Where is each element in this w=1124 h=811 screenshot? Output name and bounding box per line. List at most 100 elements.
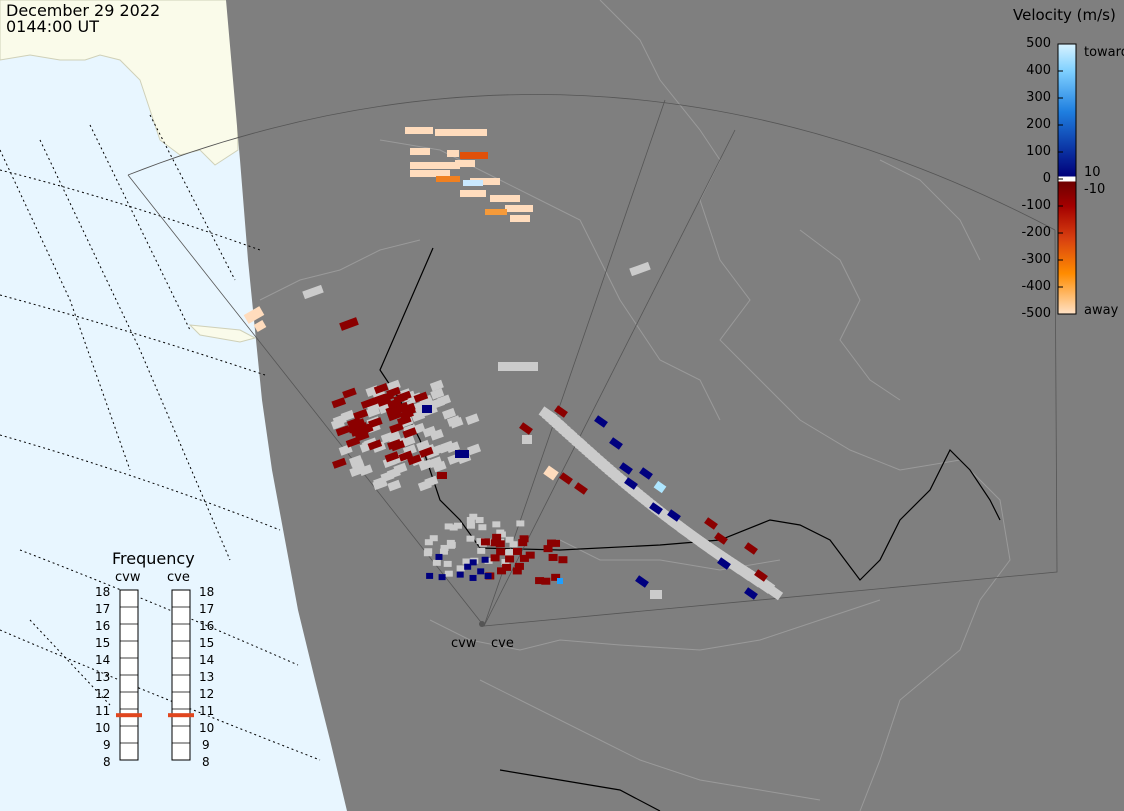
velocity-cell	[350, 418, 366, 430]
velocity-cell	[469, 559, 477, 566]
velocity-cell	[342, 387, 357, 399]
frequency-level-label: 14	[95, 653, 111, 667]
ground-scatter-cell	[466, 522, 475, 529]
ground-scatter-cell	[387, 479, 402, 492]
velocity-cell	[353, 409, 368, 421]
velocity-cell	[481, 556, 489, 563]
ground-scatter-cell	[442, 407, 457, 420]
velocity-cell	[551, 539, 561, 547]
colorbar-tick-label: -500	[1021, 306, 1051, 321]
colorbar-ticks	[1058, 43, 1063, 315]
velocity-cell	[639, 467, 653, 480]
radar-site-marker	[479, 621, 485, 627]
ground-scatter-cell	[465, 413, 480, 426]
velocity-cell	[514, 562, 524, 570]
velocity-cell	[422, 405, 432, 413]
graticule	[0, 114, 321, 761]
velocity-cell	[401, 402, 416, 414]
velocity-cell	[436, 176, 460, 182]
velocity-cells	[243, 127, 768, 600]
velocity-cell	[490, 554, 500, 562]
velocity-cell	[535, 577, 545, 585]
velocity-cell	[653, 480, 667, 494]
frequency-level-label: 15	[199, 636, 215, 650]
velocity-cell	[331, 397, 347, 409]
velocity-cell	[502, 563, 512, 571]
ground-scatter-cell	[522, 435, 532, 444]
frequency-marker	[168, 713, 194, 718]
ground-scatter-cell	[476, 538, 485, 545]
frequency-bar-gridlines	[120, 606, 190, 744]
radar-label-east: cve	[491, 636, 514, 651]
ground-scatter-cell	[429, 429, 444, 441]
frequency-level-label: 11	[95, 704, 111, 718]
velocity-cell	[398, 450, 414, 462]
frequency-level-label: 10	[199, 721, 215, 735]
ground-scatter-cell	[467, 443, 482, 456]
ground-scatter-cell	[505, 549, 514, 556]
frequency-level-label: 15	[95, 636, 111, 650]
velocity-cell	[367, 439, 383, 451]
colorbar-tick-label: 500	[1026, 36, 1051, 51]
velocity-cell	[744, 542, 758, 555]
ground-scatter-cell	[466, 517, 475, 524]
velocity-cell	[558, 556, 568, 564]
colorbar-tick-label: -100	[1021, 198, 1051, 213]
night-shade	[226, 0, 1124, 811]
ground-scatter-cell	[432, 559, 441, 566]
velocity-cell	[456, 571, 464, 578]
frequency-level-label: 8	[103, 755, 111, 769]
ground-scatter-cell	[429, 535, 438, 542]
velocity-cell	[410, 148, 430, 155]
velocity-cell	[477, 568, 485, 575]
frequency-level-label: 16	[199, 619, 215, 633]
ground-scatter-cell	[349, 465, 364, 477]
velocity-cell	[714, 532, 728, 545]
velocity-cell	[635, 575, 649, 588]
colorbar-tick-label: 400	[1026, 63, 1051, 78]
velocity-cell	[754, 569, 768, 582]
velocity-cell	[463, 180, 483, 186]
ground-scatter-cell	[447, 542, 456, 549]
velocity-cell	[455, 450, 469, 458]
velocity-cell	[410, 170, 450, 177]
frequency-level-label: 16	[95, 619, 111, 633]
velocity-cell	[496, 548, 506, 556]
velocity-cell	[519, 554, 529, 562]
ground-scatter-cell	[444, 523, 453, 530]
frequency-title: Frequency	[112, 549, 195, 568]
ground-scatter-cell	[449, 416, 464, 429]
velocity-cell	[335, 425, 351, 437]
colorbar-title: Velocity (m/s)	[1013, 6, 1116, 24]
velocity-cell	[460, 190, 486, 197]
velocity-cell	[505, 555, 515, 563]
velocity-cell	[437, 472, 447, 479]
ground-scatter-cell	[340, 409, 355, 422]
ground-scatter-cell	[366, 405, 381, 418]
borders	[379, 247, 1001, 811]
frequency-radar-east-label: cve	[167, 570, 190, 585]
ground-scatter-cell	[430, 388, 445, 400]
ground-scatter-cell	[302, 284, 324, 300]
frequency-level-label: 10	[95, 721, 111, 735]
colorbar-tick-label: -400	[1021, 279, 1051, 294]
ground-scatter-cell	[380, 431, 395, 444]
velocity-cell	[455, 160, 475, 167]
velocity-cell	[512, 547, 522, 555]
ground-scatter-cell	[505, 536, 514, 543]
velocity-cell	[418, 446, 434, 458]
ground-scatter-cell	[348, 454, 364, 467]
ground-scatter-cell	[424, 548, 433, 555]
velocity-cell	[373, 383, 389, 395]
ground-scatter-cell	[478, 524, 487, 531]
velocity-cell	[469, 574, 477, 581]
frequency-radar-west-label: cvw	[115, 570, 141, 585]
velocity-cell	[376, 395, 392, 407]
ground-scatter-cell	[424, 539, 433, 546]
velocity-cell	[624, 477, 638, 490]
colorbar-label-toward: toward	[1084, 45, 1124, 60]
ground-scatter-cell	[440, 440, 455, 453]
velocity-cell	[410, 162, 460, 169]
ground-scatter-cell	[497, 531, 506, 538]
